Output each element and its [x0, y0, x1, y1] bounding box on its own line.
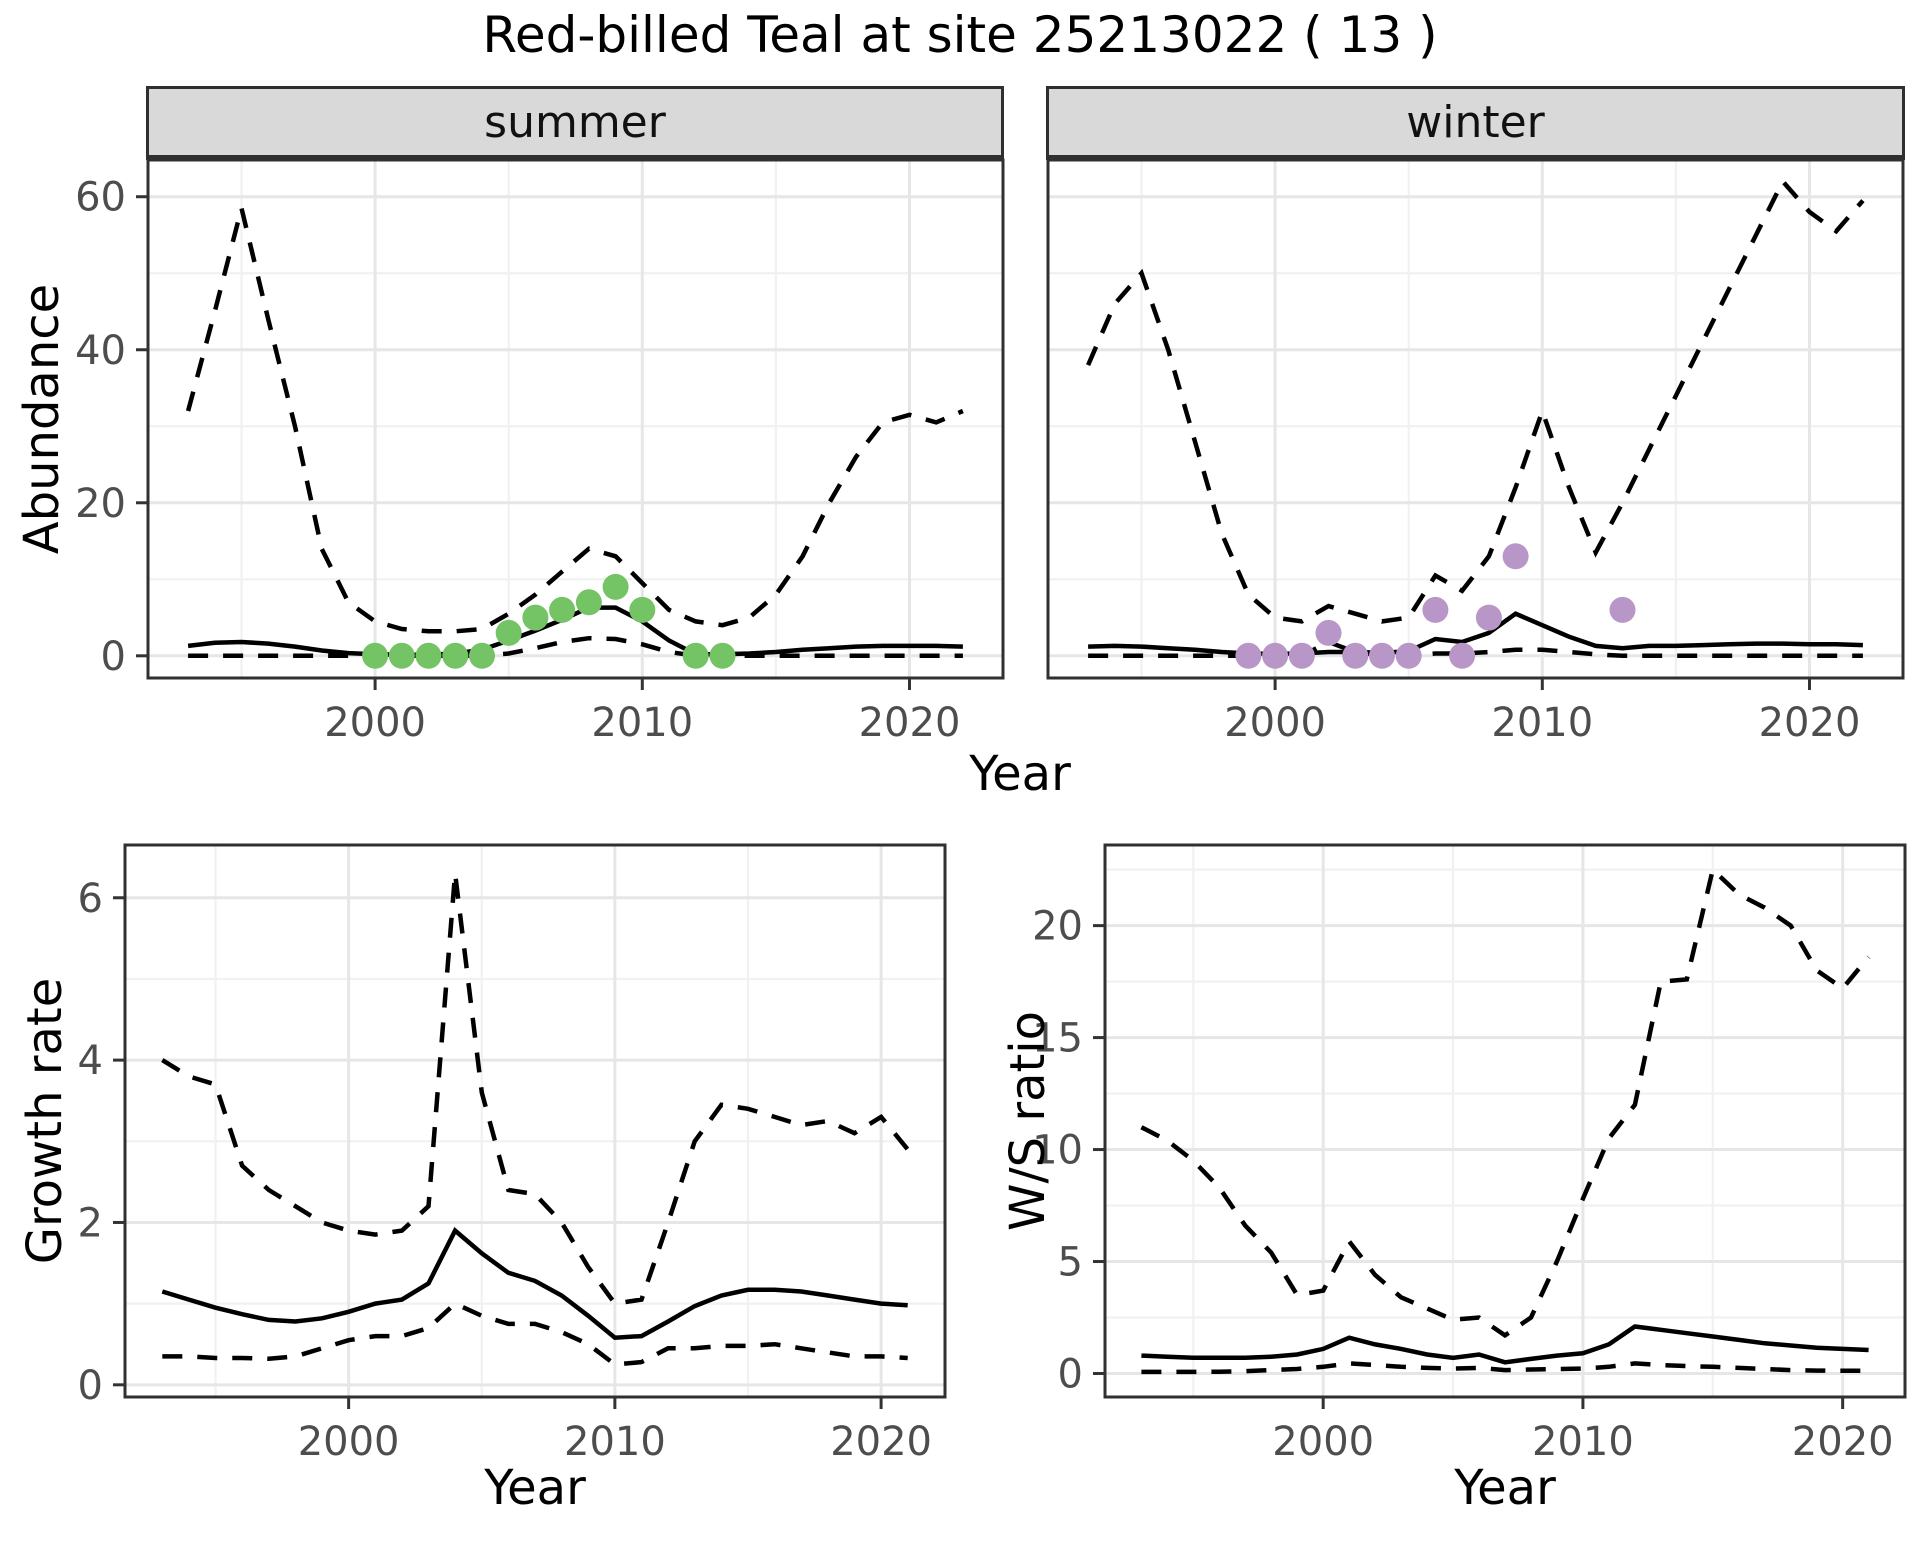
svg-text:10: 10: [1032, 1128, 1083, 1174]
svg-text:0: 0: [1058, 1352, 1083, 1398]
svg-text:60: 60: [75, 175, 126, 221]
winter-abundance-chart: 2000 2010 2020: [1046, 158, 1905, 746]
growth-rate-chart: 0 2 4 6 2000 2010 2020: [78, 843, 947, 1465]
facet-strip-summer: summer: [146, 86, 1004, 160]
x-axis-title-year-top: Year: [969, 746, 1071, 802]
svg-text:5: 5: [1058, 1240, 1083, 1286]
svg-text:2020: 2020: [1792, 1419, 1894, 1465]
svg-text:20: 20: [1032, 904, 1083, 950]
ws-ratio-chart: 0 5 10 15 20 2000 2010 2020: [1032, 843, 1907, 1465]
svg-text:2020: 2020: [859, 700, 961, 746]
x-axis-title-year-ws: Year: [1454, 1460, 1556, 1516]
svg-text:2020: 2020: [830, 1419, 932, 1465]
facet-strip-summer-label: summer: [484, 96, 666, 148]
svg-text:15: 15: [1032, 1016, 1083, 1062]
svg-text:40: 40: [75, 328, 126, 374]
summer-abundance-chart: 0 20 40 60 2000 2010 2020: [75, 158, 1005, 746]
svg-text:2000: 2000: [324, 700, 426, 746]
svg-text:6: 6: [78, 876, 103, 922]
svg-text:2000: 2000: [1272, 1419, 1374, 1465]
svg-text:0: 0: [101, 634, 126, 680]
svg-text:2000: 2000: [298, 1419, 400, 1465]
y-axis-title-growth-rate: Growth rate: [17, 977, 73, 1265]
x-axis-title-year-growth: Year: [484, 1460, 586, 1516]
svg-text:0: 0: [78, 1363, 103, 1409]
svg-text:2: 2: [78, 1201, 103, 1247]
chart-title: Red-billed Teal at site 25213022 ( 13 ): [482, 6, 1438, 64]
y-axis-title-ws-ratio: W/S ratio: [1000, 1010, 1056, 1232]
svg-text:20: 20: [75, 481, 126, 527]
svg-text:2010: 2010: [1532, 1419, 1634, 1465]
y-axis-title-abundance: Abundance: [14, 283, 70, 555]
svg-text:2010: 2010: [564, 1419, 666, 1465]
svg-text:2020: 2020: [1759, 700, 1861, 746]
facet-strip-winter: winter: [1046, 86, 1905, 160]
svg-text:2010: 2010: [591, 700, 693, 746]
svg-text:2010: 2010: [1491, 700, 1593, 746]
svg-text:2000: 2000: [1224, 700, 1326, 746]
facet-strip-winter-label: winter: [1406, 96, 1545, 148]
svg-text:4: 4: [78, 1038, 103, 1084]
